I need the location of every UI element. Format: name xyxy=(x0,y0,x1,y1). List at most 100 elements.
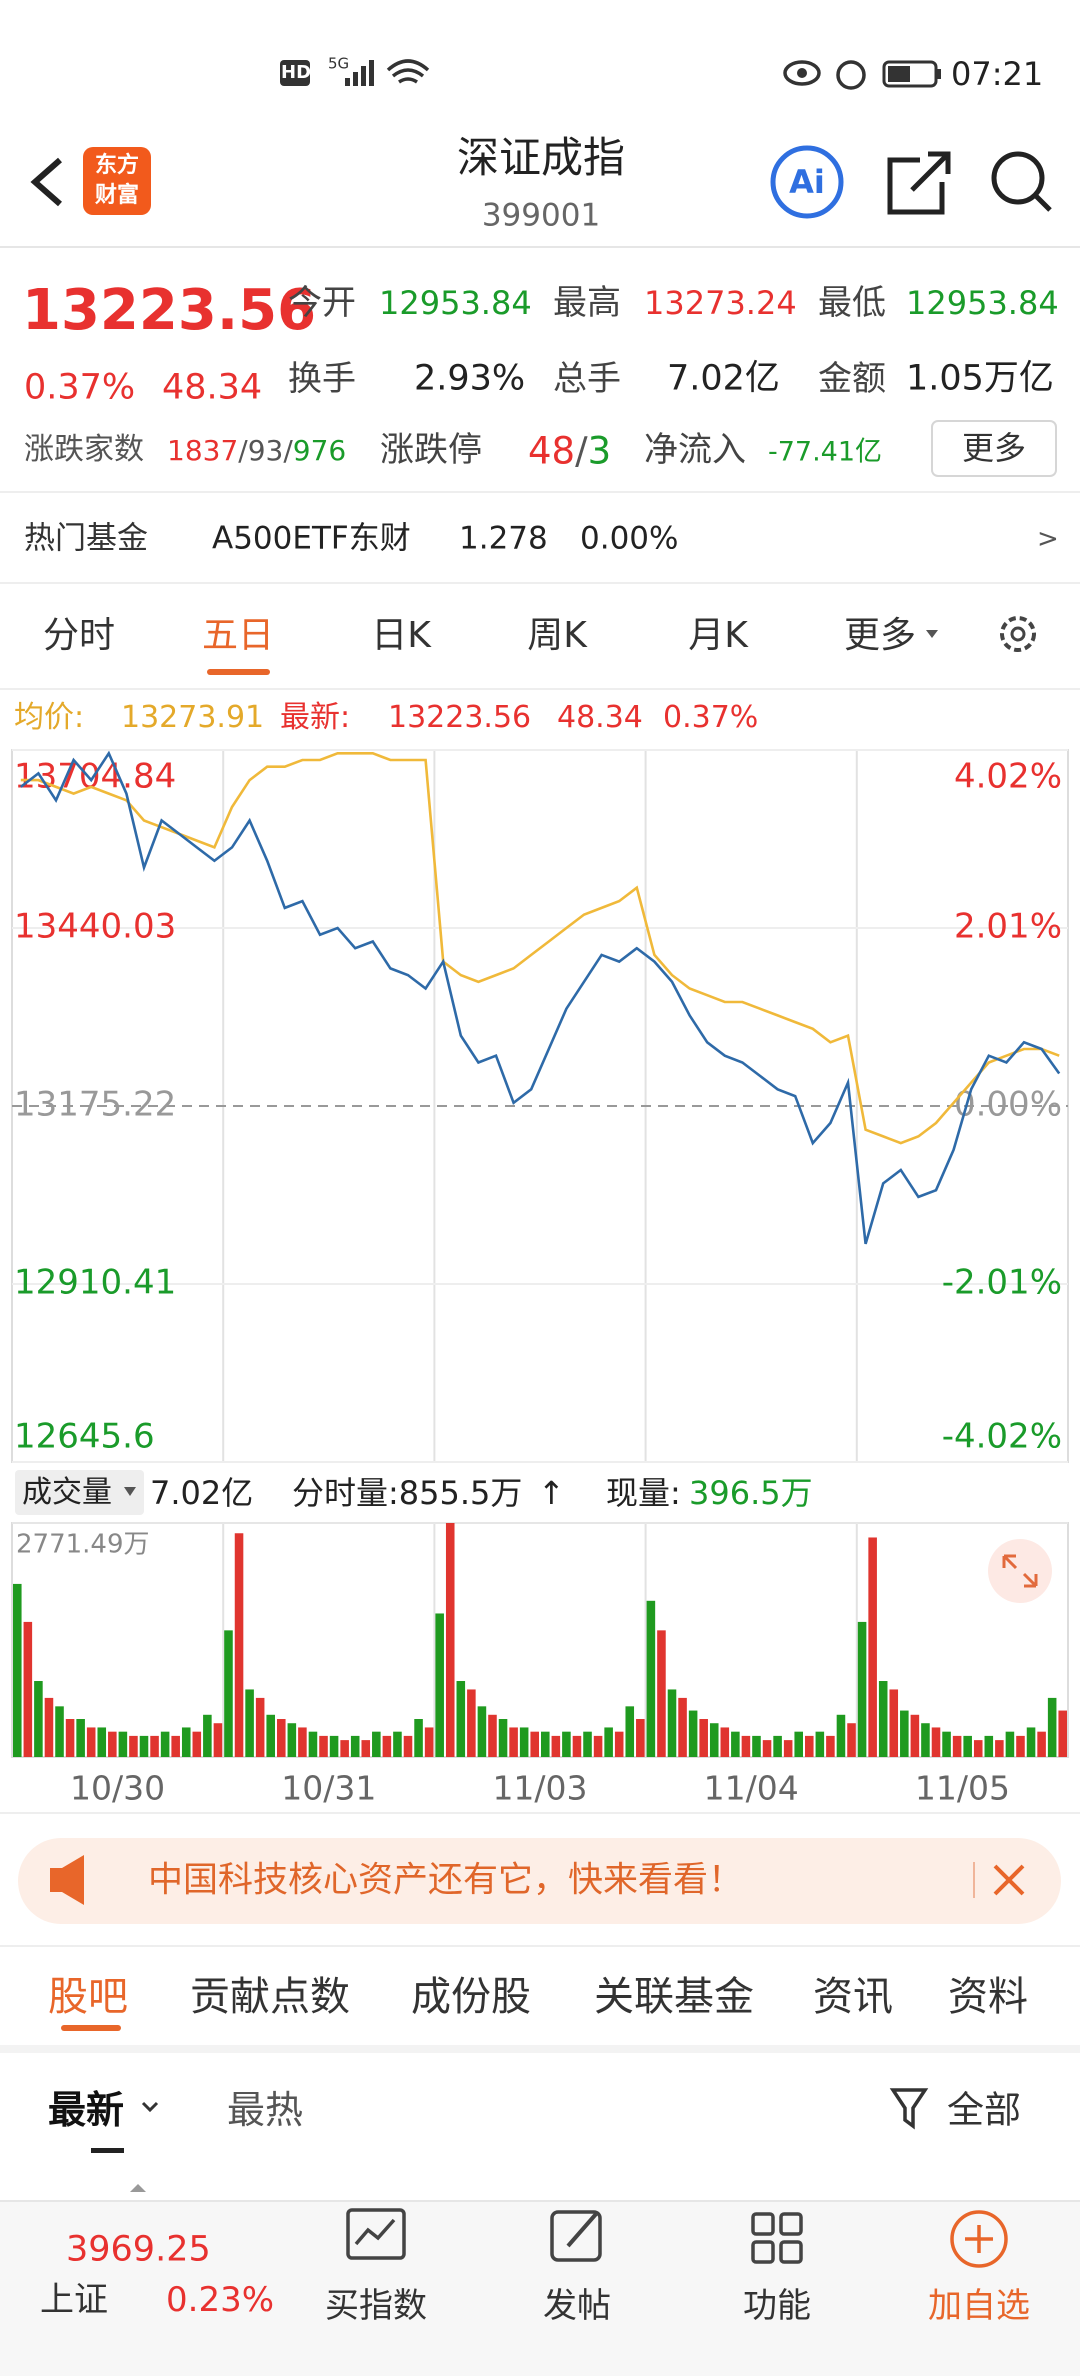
eye-icon xyxy=(783,60,821,86)
search-button[interactable] xyxy=(991,151,1045,205)
fund-arrow[interactable]: > xyxy=(1037,524,1059,554)
volume-bar xyxy=(97,1727,107,1757)
more-button[interactable] xyxy=(931,420,1057,477)
breadth-part: / xyxy=(283,434,293,467)
volume-bar xyxy=(118,1731,128,1757)
volume-bar xyxy=(509,1727,518,1757)
sub-tab[interactable]: 资料 xyxy=(948,1974,1028,2020)
volume-bar xyxy=(372,1731,381,1757)
bottom-item[interactable]: 功能 xyxy=(743,2286,811,2326)
volume-bar xyxy=(308,1731,318,1757)
hd-label: HD xyxy=(281,62,312,83)
volume-bar xyxy=(150,1735,159,1757)
hot-fund-label: 热门基金 xyxy=(24,520,148,557)
volume-bar xyxy=(836,1714,846,1757)
banner[interactable] xyxy=(18,1838,1061,1924)
sub-tab[interactable]: 资讯 xyxy=(813,1974,893,2020)
volume-bar xyxy=(44,1697,54,1757)
bottom-item[interactable]: 买指数 xyxy=(325,2286,427,2326)
index-name: 上证 xyxy=(40,2280,108,2320)
tick-arrow: ↑ xyxy=(538,1474,565,1512)
y2-tick-label: 2.01% xyxy=(954,907,1062,947)
share-button[interactable] xyxy=(887,151,951,215)
volume-bar xyxy=(562,1731,571,1757)
volume-bar xyxy=(393,1731,402,1757)
volume-bar xyxy=(1047,1697,1057,1757)
volume-bar xyxy=(963,1735,972,1757)
ai-label[interactable]: Ai xyxy=(789,163,825,201)
wifi-icon xyxy=(386,59,430,84)
settings-button[interactable] xyxy=(1000,616,1036,652)
sort-hot[interactable]: 最热 xyxy=(227,2088,304,2132)
expand-button[interactable] xyxy=(988,1539,1052,1603)
volume-bar xyxy=(519,1727,529,1757)
volume-selector-label[interactable]: 成交量 xyxy=(22,1475,112,1510)
index-pct: 0.23% xyxy=(166,2280,275,2320)
more-label[interactable]: 更多 xyxy=(961,429,1027,467)
volume-bar xyxy=(298,1727,307,1757)
volume-bar xyxy=(530,1731,539,1757)
volume-bar xyxy=(203,1714,212,1757)
volume-bar xyxy=(678,1697,687,1757)
x-tick-label: 10/31 xyxy=(281,1769,376,1808)
volume-bar xyxy=(931,1727,941,1757)
last-value: 13223.56 xyxy=(388,700,532,735)
bottom-item[interactable]: 发帖 xyxy=(543,2286,611,2326)
function-icon[interactable] xyxy=(751,2212,803,2264)
ai-button[interactable] xyxy=(770,145,844,219)
volume-bar xyxy=(541,1731,550,1757)
volume-bar xyxy=(847,1723,856,1757)
volume-bar xyxy=(805,1735,814,1757)
volume-bar xyxy=(255,1697,265,1757)
volume-bar xyxy=(731,1731,740,1757)
volume-bar xyxy=(614,1731,624,1757)
back-button[interactable] xyxy=(30,157,62,207)
volume-bar xyxy=(973,1740,983,1757)
volume-bar xyxy=(878,1681,888,1757)
volume-bar xyxy=(826,1735,835,1757)
netflow: -77.41亿 xyxy=(768,436,883,468)
volume-bar xyxy=(572,1735,582,1757)
y2-tick-label: -4.02% xyxy=(942,1417,1062,1457)
logo[interactable] xyxy=(83,147,151,215)
battery-icon xyxy=(882,60,938,88)
field-label: 金额 xyxy=(818,359,886,399)
buy-icon[interactable] xyxy=(346,2208,406,2260)
avg-value: 13273.91 xyxy=(121,700,265,735)
tab[interactable]: 周K xyxy=(527,615,587,656)
x-tick-label: 11/05 xyxy=(915,1769,1010,1808)
volume-selector[interactable] xyxy=(15,1470,144,1515)
breadth-part: 93 xyxy=(247,434,284,467)
volume-bar xyxy=(108,1731,117,1757)
filter-icon[interactable] xyxy=(889,2088,929,2130)
volume-bar xyxy=(340,1740,349,1757)
sub-tab[interactable]: 股吧 xyxy=(48,1974,128,2020)
volume-bar xyxy=(646,1600,656,1757)
sort-latest[interactable]: 最新 xyxy=(48,2088,125,2132)
tab[interactable]: 更多 xyxy=(843,615,917,656)
close-banner[interactable] xyxy=(993,1864,1025,1896)
y-tick-label: 12910.41 xyxy=(14,1263,176,1303)
volume-bar xyxy=(139,1735,149,1757)
legend-change: 48.34 xyxy=(557,700,643,735)
y-tick-label: 12645.6 xyxy=(14,1417,155,1457)
fund-name[interactable]: A500ETF东财 xyxy=(212,520,411,557)
sub-tab[interactable]: 贡献点数 xyxy=(190,1974,350,2020)
bottom-item[interactable]: 加自选 xyxy=(928,2286,1030,2326)
tab[interactable]: 五日 xyxy=(201,615,275,656)
post-icon[interactable] xyxy=(550,2210,602,2262)
sub-tab[interactable]: 关联基金 xyxy=(594,1974,754,2020)
page-title: 深证成指 xyxy=(456,133,626,182)
limit: 48/3 xyxy=(528,433,611,470)
volume-bar xyxy=(762,1740,772,1757)
sub-tab[interactable]: 成份股 xyxy=(411,1974,531,2020)
tab[interactable]: 月K xyxy=(688,615,748,656)
add-watch-icon[interactable] xyxy=(950,2210,1008,2268)
tab[interactable]: 分时 xyxy=(42,615,116,656)
banner-text[interactable]: 中国科技核心资产还有它，快来看看！ xyxy=(148,1860,744,1901)
filter-label[interactable]: 全部 xyxy=(947,2088,1021,2132)
tab[interactable]: 日K xyxy=(371,615,431,656)
field-label: 最低 xyxy=(818,283,886,323)
